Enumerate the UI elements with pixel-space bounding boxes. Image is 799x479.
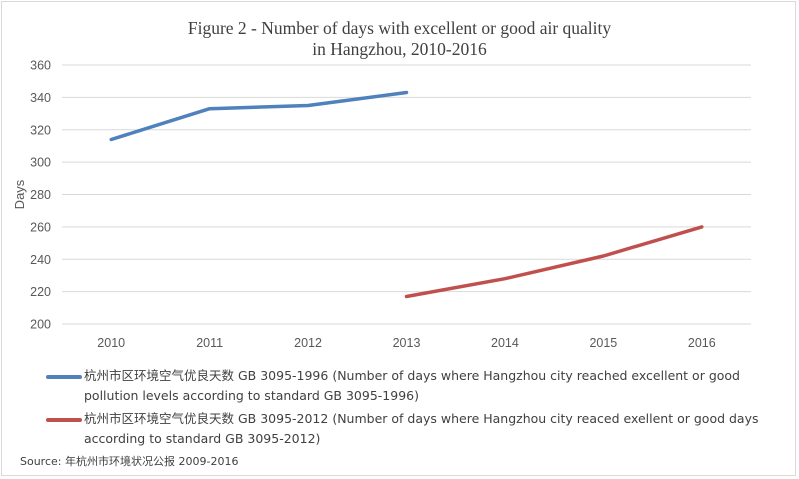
x-tick-label: 2015 <box>589 336 617 350</box>
y-axis-label: Days <box>12 179 27 209</box>
chart-title: Figure 2 - Number of days with excellent… <box>0 18 799 60</box>
y-tick-label: 240 <box>30 253 51 267</box>
x-axis-ticks: 2010 2011 2012 2013 2014 2015 2016 <box>97 336 715 350</box>
y-tick-label: 280 <box>30 188 51 202</box>
legend-swatch-series-1 <box>46 375 82 379</box>
series-lines <box>109 90 704 299</box>
gridlines <box>62 64 751 325</box>
series-line-1 <box>109 90 409 142</box>
chart-title-line-1: Figure 2 - Number of days with excellent… <box>187 18 612 38</box>
chart-title-line-2: in Hangzhou, 2010-2016 <box>312 39 487 59</box>
x-tick-label: 2011 <box>196 336 223 350</box>
y-axis-ticks: 200 220 240 260 280 300 320 340 360 <box>30 59 51 332</box>
x-tick-label: 2010 <box>97 336 125 350</box>
source-note: Source: 年杭州市环境状况公报 2009-2016 <box>20 455 239 468</box>
series-line-2 <box>404 225 704 299</box>
legend-swatch-series-2 <box>46 418 82 422</box>
x-tick-label: 2012 <box>294 336 322 350</box>
y-tick-label: 300 <box>30 156 51 170</box>
legend-label-series-1: 杭州市区环境空气优良天数 GB 3095-1996 (Number of day… <box>84 368 740 403</box>
x-tick-label: 2013 <box>393 336 421 350</box>
x-tick-label: 2014 <box>491 336 519 350</box>
legend-label-series-2: 杭州市区环境空气优良天数 GB 3095-2012 (Number of day… <box>84 411 759 446</box>
y-tick-label: 200 <box>30 318 51 332</box>
x-tick-label: 2016 <box>688 336 716 350</box>
legend-item-series-1: 杭州市区环境空气优良天数 GB 3095-1996 (Number of day… <box>46 366 766 406</box>
y-tick-label: 260 <box>30 220 51 234</box>
y-tick-label: 320 <box>30 123 51 137</box>
y-tick-label: 220 <box>30 285 51 299</box>
legend-item-series-2: 杭州市区环境空气优良天数 GB 3095-2012 (Number of day… <box>46 409 766 449</box>
y-tick-label: 340 <box>30 91 51 105</box>
y-tick-label: 360 <box>30 59 51 73</box>
